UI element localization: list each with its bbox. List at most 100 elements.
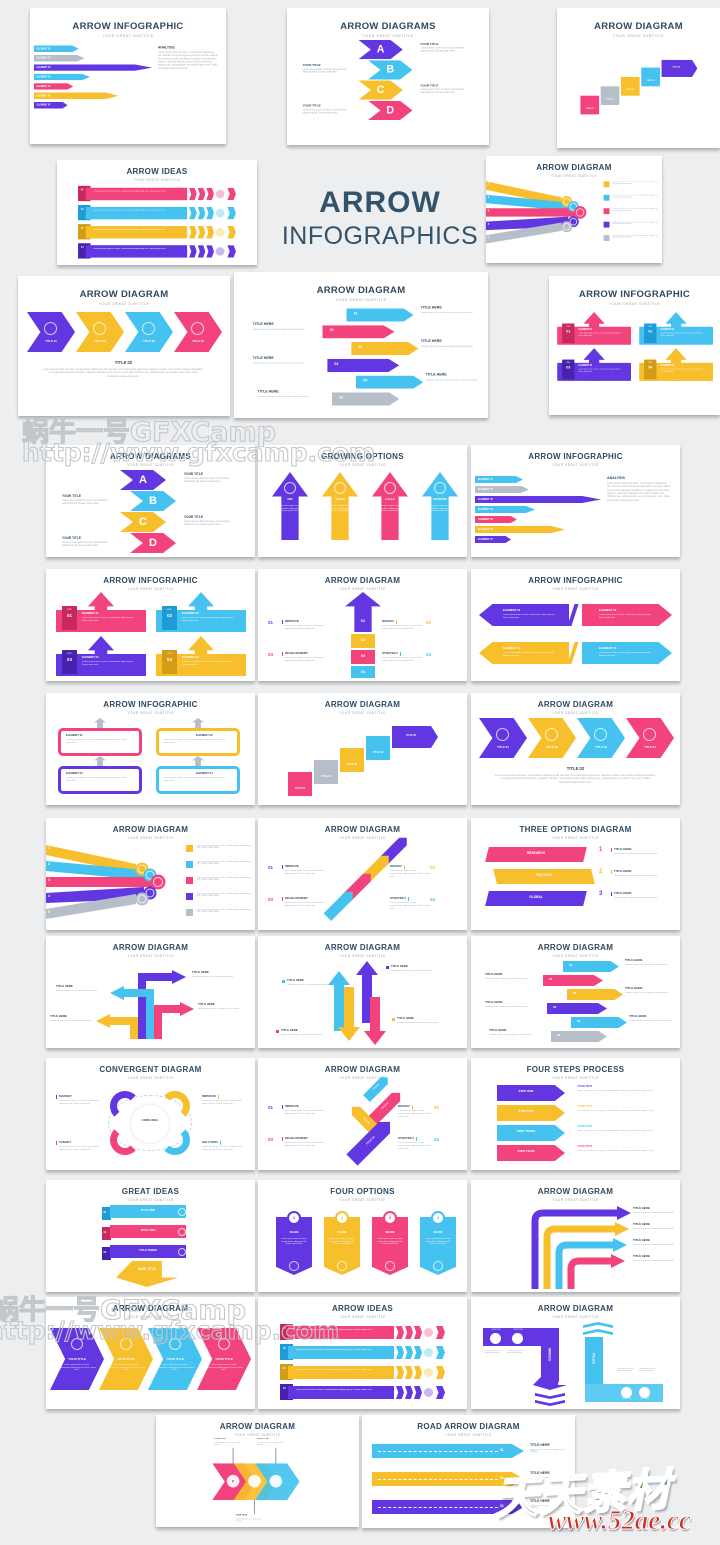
option-label: DIAMOND — [433, 497, 447, 501]
body-text: Nullam dictum felis eu pede mollis preti… — [629, 1019, 673, 1022]
title-here: TITLE HERE — [485, 972, 503, 976]
ribbon-num: 04 — [283, 1387, 286, 1390]
slide-subtitle: YOUR GREAT SUBTITLE — [608, 301, 661, 306]
slide-arrow-diagram-zigzag: ARROW DIAGRAM YOUR GREAT SUBTITLE TITLE … — [258, 1058, 467, 1170]
element-label: ELEMENT 04 — [478, 508, 493, 511]
slide-title: ARROW DIAGRAM — [112, 825, 189, 834]
slide-subtitle: YOUR GREAT SUBTITLE — [127, 586, 174, 591]
ribbon-num: 1 — [48, 846, 50, 850]
title-here: TITLE HERE — [391, 964, 408, 968]
body-text: Nullam dictum felis eu pede mollis preti… — [214, 1441, 241, 1446]
title-here: TITLE HERE — [420, 338, 442, 344]
arrow-bar — [475, 526, 565, 533]
body-text: Nullam dictum felis eu pede mollis preti… — [281, 1033, 323, 1036]
left-arrow — [479, 642, 569, 664]
slide-art: 01 02 03 04 01 IMPROVE Lorem ipsum dolor s… — [258, 592, 467, 678]
body-text: Lorem ipsum dolor sit amet, consectetuer… — [302, 67, 347, 74]
down-arrow — [116, 1261, 178, 1287]
body-text: Lorem ipsum dolor sit amet, consectetuer… — [327, 505, 353, 513]
body-text: Lorem ipsum dolor sit amet, consectetuer… — [205, 1364, 243, 1372]
your-title: YOUR TITLE — [62, 536, 81, 540]
52ae-logo-url: www.52ae.cc — [548, 1505, 692, 1536]
share-label: SHARE — [385, 1231, 395, 1234]
item-heading: YOUR TEXT — [577, 1085, 593, 1088]
step-arrow — [497, 1145, 565, 1161]
bullet — [386, 966, 389, 969]
arrow-bar — [33, 45, 79, 53]
slide-subtitle: YOUR GREAT SUBTITLE — [339, 462, 386, 467]
body-text: Nullam dictum felis eu pede mollis preti… — [252, 361, 306, 365]
slide-art: ELEMENT 01 ELEMENT 02 ELEMENT 03 ELEMENT… — [471, 468, 680, 554]
chevron — [368, 100, 413, 121]
your-title: YOUR TITLE — [420, 41, 439, 46]
banner-tab — [162, 606, 177, 630]
slide-subtitle: YOUR GREAT SUBTITLE — [552, 953, 599, 958]
title-here: TITLE HERE — [633, 1222, 650, 1226]
pennant-num: 2 — [340, 1215, 344, 1220]
side-heading: STRATEGY — [398, 1136, 418, 1141]
arrow-num: 04 — [553, 1005, 557, 1009]
dot-icon — [424, 1388, 433, 1397]
option-num: 2 — [599, 869, 603, 875]
letter: D — [386, 104, 395, 117]
share-label: SHARE — [289, 1231, 299, 1234]
element-label: ELEMENT 02 — [660, 328, 675, 331]
element-label: ELEMENT 03 — [503, 646, 521, 650]
step-word: STEP — [566, 361, 571, 364]
side-heading: DEVELOPMENT — [282, 896, 308, 901]
arrow-shape — [323, 888, 356, 921]
corner-heading: MARKET — [56, 1094, 72, 1099]
road-num: 02 — [500, 1476, 504, 1480]
slide-title: ARROW DIAGRAM — [537, 1187, 614, 1196]
arrow-shape — [351, 342, 419, 356]
slide-art: TITLE HERE Nullam dictum felis eu pede mo… — [46, 959, 255, 1045]
step-label: TITLE 03 — [347, 763, 357, 766]
banner-bar — [56, 610, 146, 632]
side-num: 01 — [268, 865, 274, 870]
slide-arrow-diagram-chevrons-2: ARROW DIAGRAM YOUR GREAT SUBTITLE TITLE … — [471, 693, 680, 805]
slide-subtitle: YOUR GREAT SUBTITLE — [339, 586, 386, 591]
body-text: Nullam dictum felis eu pede mollis preti… — [287, 983, 329, 986]
title-here: TITLE HERE — [192, 970, 209, 974]
body-text: Lorem ipsum dolor sit amet, consectetuer… — [164, 777, 226, 782]
chevron — [396, 1326, 404, 1339]
slide-title: ARROW DIAGRAM — [219, 1422, 296, 1431]
slide-subtitle: YOUR GREAT SUBTITLE — [127, 835, 174, 840]
side-num: 03 — [268, 1137, 274, 1142]
arrow-num: 01 — [569, 963, 573, 967]
title-here: TITLE HERE — [625, 958, 643, 962]
slide-art: STEP ONE STEP TWO STEP THREE STEP FOUR Y… — [471, 1081, 680, 1167]
ribbon-bar — [288, 1346, 394, 1359]
title-here: TITLE HERE — [425, 372, 447, 377]
banner-bar — [56, 654, 146, 676]
legend-swatch — [603, 221, 610, 228]
circle-badge — [490, 1333, 501, 1344]
step-block — [340, 748, 364, 772]
body-text: Nullam dictum felis eu pede mollis preti… — [198, 1007, 240, 1010]
side-heading: DEVELOPMENT — [282, 1136, 308, 1141]
analysis-heading: ANALYSIS — [157, 45, 175, 50]
chevron — [130, 491, 176, 511]
circle-icon — [44, 322, 57, 335]
step-num: 03 — [566, 365, 571, 370]
ribbon-text: Lorem ipsum dolor sit amet, consectetuer… — [296, 1389, 373, 1391]
slide-title: ARROW DIAGRAMS — [340, 21, 436, 32]
banner-tab — [562, 359, 575, 380]
step-num: 02 — [166, 613, 172, 618]
body-text: Nullam dictum felis eu pede mollis preti… — [617, 1368, 634, 1373]
road-num: 03 — [500, 1504, 504, 1508]
side-heading: DESIGN — [390, 864, 405, 869]
watermark-gfxcamp-url-2: http://www.gfxcamp.com — [0, 1315, 340, 1345]
title-here: TITLE HERE — [257, 388, 279, 394]
arrow-num: 02 — [549, 977, 553, 981]
banner-tab — [562, 323, 575, 344]
banner-bar — [110, 1205, 186, 1218]
slide-arrow-infographic-leftright: ARROW INFOGRAPHIC YOUR GREAT SUBTITLE EL… — [471, 569, 680, 681]
arrow-bar — [475, 496, 601, 503]
side-heading: IMPROVE — [282, 1104, 299, 1109]
slide-art: 01 Lorem ipsum dolor sit amet, consectet… — [258, 1320, 467, 1406]
slide-arrow-diagram-six-arrows: ARROW DIAGRAM YOUR GREAT SUBTITLE 01 02 … — [234, 272, 488, 418]
slide-subtitle: YOUR GREAT SUBTITLE — [339, 835, 386, 840]
legend-text: Lorem ipsum dolor sit amet, consectetuer… — [197, 876, 250, 882]
element-label: ELEMENT 02 — [478, 488, 493, 491]
